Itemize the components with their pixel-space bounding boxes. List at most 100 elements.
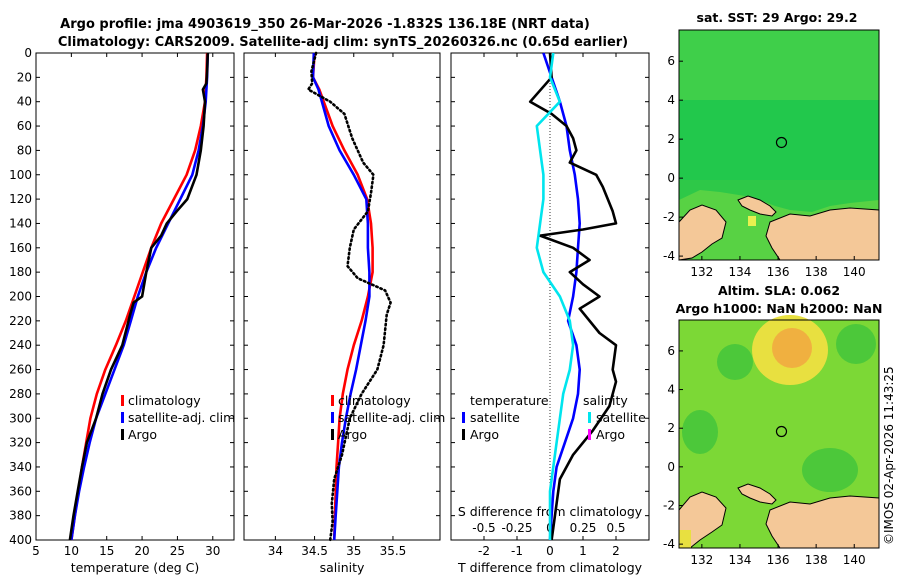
series-salinity-satellite <box>535 52 575 540</box>
sla-map-title-1: Altim. SLA: 0.062 <box>718 283 840 298</box>
depth-tick-label: 20 <box>17 70 32 84</box>
legend-swatch-argo <box>331 429 334 440</box>
argo-position-marker <box>775 425 788 438</box>
legend-label-t-satellite: satellite <box>470 410 520 425</box>
title-line-2: Climatology: CARS2009. Satellite-adj cli… <box>58 35 628 50</box>
legend-label-argo: Argo <box>128 427 157 442</box>
map-lat-tick-label: -2 <box>663 498 675 512</box>
series-argo <box>307 51 392 542</box>
legend-label-argo: Argo <box>338 427 367 442</box>
depth-tick-label: 140 <box>9 216 32 230</box>
sla-map-low-anomaly-1 <box>717 344 753 380</box>
map-lat-tick-label: 0 <box>667 171 675 185</box>
x-tick-label: -1 <box>511 544 523 558</box>
x-axis-label: temperature (deg C) <box>71 560 200 575</box>
depth-tick-label: 200 <box>9 290 32 304</box>
salinity-tick-label: -0.5 <box>472 521 495 535</box>
sst-map-land-island <box>737 195 777 217</box>
depth-tick-label: 340 <box>9 460 32 474</box>
x-axis-label: T difference from climatology <box>457 560 643 575</box>
map-lon-tick-label: 140 <box>843 553 866 567</box>
map-lat-tick-label: 0 <box>667 460 675 474</box>
map-lon-tick-label: 136 <box>767 265 790 279</box>
legend-label-satellite: satellite-adj. clim <box>128 410 235 425</box>
sst-map-warm-spot <box>748 216 756 226</box>
temperature-legend: climatology satellite-adj. clim Argo <box>121 393 235 442</box>
legend-title-temperature: temperature <box>470 393 549 408</box>
x-tick-label: 1 <box>579 544 587 558</box>
legend-title-salinity: salinity <box>583 393 628 408</box>
depth-tick-label: 380 <box>9 509 32 523</box>
x-tick-label: 15 <box>99 544 114 558</box>
depth-tick-label: 260 <box>9 363 32 377</box>
difference-legend: temperature satellite Argo salinity sate… <box>462 393 646 442</box>
map-lat-tick-label: 4 <box>667 383 675 397</box>
series-temperature-satellite <box>542 52 581 541</box>
x-axis-label: salinity <box>320 560 365 575</box>
legend-label-s-satellite: satellite <box>596 410 646 425</box>
salinity-legend: climatology satellite-adj. clim Argo <box>331 393 445 442</box>
map-lon-tick-label: 134 <box>728 265 751 279</box>
map-axes: 132 134 136 138 140 6 4 2 0 -2 -4 132 134 136 138 140 6 4… <box>663 54 866 567</box>
series-satellite-adj-clim <box>70 52 210 541</box>
map-lat-tick-label: 4 <box>667 93 675 107</box>
x-tick-label: 25 <box>170 544 185 558</box>
x-tick-label: 20 <box>134 544 149 558</box>
legend-swatch-climatology <box>331 395 334 406</box>
x-tick-label: 5 <box>32 544 40 558</box>
series-satellite-adj-clim <box>311 52 371 541</box>
map-lon-tick-label: 138 <box>805 553 828 567</box>
legend-swatch-satellite <box>331 412 334 423</box>
sla-map-corner-anomaly <box>679 530 691 548</box>
sst-map-north-band <box>679 30 879 100</box>
sst-map <box>678 29 880 261</box>
series-argo <box>68 52 210 541</box>
argo-position-marker <box>775 136 788 149</box>
map-lon-tick-label: 138 <box>805 265 828 279</box>
map-lat-tick-label: 2 <box>667 421 675 435</box>
legend-label-climatology: climatology <box>338 393 411 408</box>
depth-tick-label: 80 <box>17 143 32 157</box>
map-lon-tick-label: 132 <box>690 265 713 279</box>
legend-swatch-s-argo <box>588 429 591 440</box>
sst-map-land-bird-head <box>678 204 727 261</box>
legend-label-s-argo: Argo <box>596 427 625 442</box>
series-climatology <box>311 52 374 541</box>
map-lon-tick-label: 136 <box>767 553 790 567</box>
legend-swatch-t-argo <box>462 429 465 440</box>
legend-swatch-argo <box>121 429 124 440</box>
legend-label-climatology: climatology <box>128 393 201 408</box>
depth-tick-label: 60 <box>17 119 32 133</box>
map-lon-tick-label: 132 <box>690 553 713 567</box>
salinity-tick-label: -0.25 <box>501 521 532 535</box>
depth-tick-label: 100 <box>9 168 32 182</box>
sst-map-mid-band <box>679 100 879 180</box>
x-tick-label: 2 <box>612 544 620 558</box>
legend-label-satellite: satellite-adj. clim <box>338 410 445 425</box>
plot-frame <box>243 52 441 541</box>
x-tick-label: 35.5 <box>380 544 407 558</box>
map-lat-tick-label: -4 <box>663 537 675 551</box>
title-line-1: Argo profile: jma 4903619_350 26-Mar-202… <box>60 17 590 32</box>
sla-map-low-anomaly-4 <box>802 448 858 492</box>
depth-tick-label: 280 <box>9 387 32 401</box>
depth-tick-label: 40 <box>17 95 32 109</box>
depth-tick-label: 400 <box>9 533 32 547</box>
x-tick-label: -2 <box>478 544 490 558</box>
legend-swatch-s-satellite <box>588 412 591 423</box>
salinity-tick-label: 0.5 <box>606 521 625 535</box>
x-tick-label: 30 <box>205 544 220 558</box>
legend-label-t-argo: Argo <box>470 427 499 442</box>
sst-map-frame <box>678 29 880 261</box>
sst-map-title: sat. SST: 29 Argo: 29.2 <box>697 10 858 25</box>
temperature-panel: 0 20 40 60 80 100 120 140 160 180 200 220 240 260 280 3… <box>9 46 235 575</box>
x-tick-label: 35 <box>346 544 361 558</box>
depth-tick-label: 360 <box>9 484 32 498</box>
depth-tick-label: 0 <box>24 46 32 60</box>
sla-map <box>678 315 880 549</box>
depth-tick-label: 300 <box>9 411 32 425</box>
map-lat-tick-label: -2 <box>663 210 675 224</box>
x-tick-label: 34.5 <box>301 544 328 558</box>
